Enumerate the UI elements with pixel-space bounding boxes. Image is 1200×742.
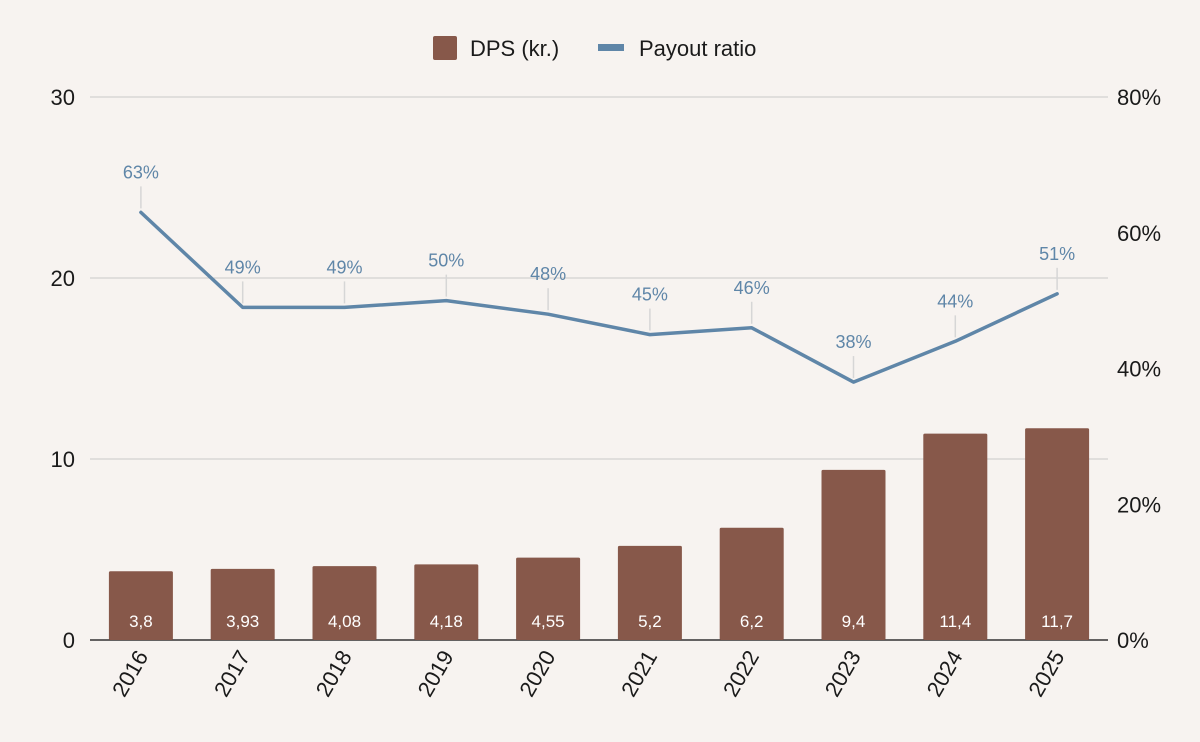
bar-label-2016: 3,8 xyxy=(129,612,153,631)
bar-label-2025: 11,7 xyxy=(1041,612,1073,631)
x-tick-label-2021: 2021 xyxy=(616,646,662,701)
bar-label-2021: 5,2 xyxy=(638,612,662,631)
right-tick-label: 60% xyxy=(1117,221,1161,246)
bar-label-2020: 4,55 xyxy=(532,612,565,631)
x-tick-label-2018: 2018 xyxy=(311,646,357,701)
x-tick-label-2016: 2016 xyxy=(107,646,153,701)
right-tick-label: 20% xyxy=(1117,492,1161,517)
x-tick-label-2017: 2017 xyxy=(209,646,255,701)
legend-label-dps: DPS (kr.) xyxy=(470,36,559,61)
x-tick-label-2024: 2024 xyxy=(922,646,968,701)
legend-swatch-dps xyxy=(433,36,457,60)
line-series: 63% 49% 49% 50% 48% 45% 46% 38% 44% 51% xyxy=(123,162,1075,384)
x-tick-label-2023: 2023 xyxy=(820,646,866,701)
payout-ratio-line xyxy=(139,210,1059,384)
legend-label-payout: Payout ratio xyxy=(639,36,756,61)
bar-label-2017: 3,93 xyxy=(226,612,259,631)
payout-label-2018: 49% xyxy=(326,257,362,277)
left-tick-label: 10 xyxy=(51,447,75,472)
left-tick-label: 0 xyxy=(63,628,75,653)
legend-swatch-payout xyxy=(598,44,624,51)
bar-2020 xyxy=(516,557,581,640)
payout-label-2016: 63% xyxy=(123,162,159,182)
left-tick-label: 30 xyxy=(51,85,75,110)
legend: DPS (kr.) Payout ratio xyxy=(433,36,756,61)
bar-2025 xyxy=(1025,428,1090,640)
bar-2023 xyxy=(821,469,886,640)
bar-label-2023: 9,4 xyxy=(842,612,866,631)
right-tick-label: 40% xyxy=(1117,357,1161,382)
x-tick-label-2020: 2020 xyxy=(514,646,560,701)
right-tick-label: 80% xyxy=(1117,85,1161,110)
payout-label-2024: 44% xyxy=(937,291,973,311)
left-axis: 0 10 20 30 xyxy=(51,85,75,653)
bar-2021 xyxy=(617,545,682,640)
payout-label-2020: 48% xyxy=(530,264,566,284)
payout-label-2022: 46% xyxy=(734,278,770,298)
left-tick-label: 20 xyxy=(51,266,75,291)
bar-2018 xyxy=(312,566,377,640)
bar-2019 xyxy=(414,564,479,640)
bar-label-2018: 4,08 xyxy=(328,612,361,631)
bar-2024 xyxy=(923,433,988,640)
bar-2022 xyxy=(719,527,784,640)
payout-label-2019: 50% xyxy=(428,251,464,271)
payout-label-2017: 49% xyxy=(225,257,261,277)
bar-2016 xyxy=(108,571,173,640)
x-axis: 2016 2017 2018 2019 2020 2021 2022 2023 2024 2025 xyxy=(107,646,1069,701)
x-tick-label-2025: 2025 xyxy=(1023,646,1069,701)
bar-2017 xyxy=(210,568,275,640)
bar-label-2022: 6,2 xyxy=(740,612,764,631)
bar-series: 3,8 3,93 4,08 4,18 4,55 5,2 6,2 9,4 11,4 11,7 xyxy=(108,428,1090,640)
bar-label-2019: 4,18 xyxy=(430,612,463,631)
payout-label-2021: 45% xyxy=(632,285,668,305)
payout-label-2023: 38% xyxy=(835,332,871,352)
right-tick-label: 0% xyxy=(1117,628,1149,653)
right-axis: 0% 20% 40% 60% 80% xyxy=(1117,85,1161,653)
payout-label-2025: 51% xyxy=(1039,244,1075,264)
x-tick-label-2019: 2019 xyxy=(413,646,459,701)
bar-label-2024: 11,4 xyxy=(939,612,971,631)
x-tick-label-2022: 2022 xyxy=(718,646,764,701)
